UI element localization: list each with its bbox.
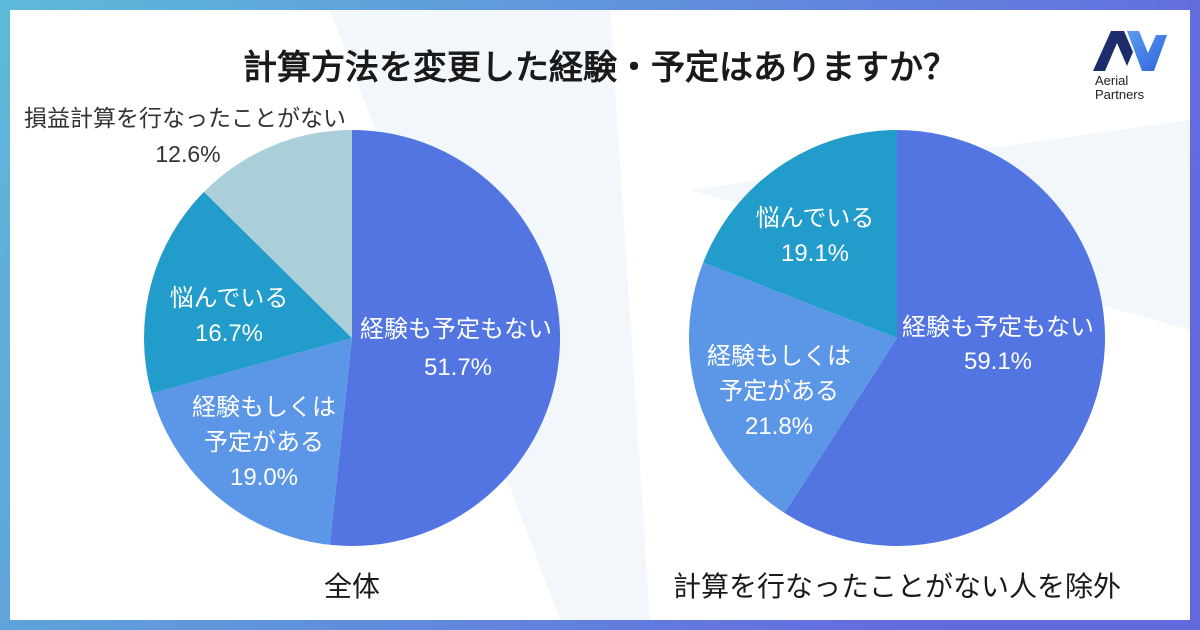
pie-excluded-labels: 経験も予定もない 59.1% 経験もしくは 予定がある 21.8% 悩んでいる … (707, 205, 1094, 440)
logo-text-line1: Aerial (1095, 73, 1128, 88)
pie-overall-slices (144, 130, 561, 546)
excluded-value-experience: 21.8% (745, 413, 813, 440)
overall-label-experience-line1: 経験もしくは (192, 394, 336, 421)
pie-overall-caption: 全体 (324, 571, 380, 602)
excluded-label-experience-line1: 経験もしくは (707, 343, 851, 370)
logo-text-line2: Partners (1095, 87, 1145, 102)
overall-label-never-calculated: 損益計算を行なったことがない (24, 105, 346, 131)
overall-label-undecided: 悩んでいる (170, 285, 289, 312)
pie-slice-overall-never-calculated (204, 130, 352, 338)
logo-mark-a-icon (1093, 31, 1133, 71)
pie-overall-labels: 経験も予定もない 51.7% 経験もしくは 予定がある 19.0% 悩んでいる … (24, 105, 552, 491)
excluded-label-no-experience: 経験も予定もない (902, 314, 1094, 341)
pie-slice-excluded-experience-or-plan (689, 262, 897, 513)
chart-title: 計算方法を変更した経験・予定はありますか？ (243, 48, 957, 87)
overall-value-never-calculated: 12.6% (155, 141, 220, 167)
logo-mark-v-icon (1127, 31, 1167, 71)
excluded-label-undecided: 悩んでいる (756, 205, 875, 232)
overall-value-no-experience: 51.7% (424, 354, 492, 381)
overall-value-undecided: 16.7% (195, 320, 263, 347)
overall-label-no-experience: 経験も予定もない (360, 316, 552, 343)
pie-slice-excluded-no-experience (784, 130, 1105, 546)
pie-excluded-caption: 計算を行なったことがない人を除外 (673, 571, 1121, 602)
excluded-value-undecided: 19.1% (781, 240, 849, 267)
pie-chart-excluded: 経験も予定もない 59.1% 経験もしくは 予定がある 21.8% 悩んでいる … (673, 130, 1121, 602)
pie-slice-excluded-undecided (703, 130, 897, 338)
overall-label-experience-line2: 予定がある (204, 429, 324, 456)
excluded-label-experience-line2: 予定がある (719, 378, 839, 405)
pie-excluded-slices (689, 130, 1105, 546)
excluded-value-no-experience: 59.1% (964, 348, 1032, 375)
pie-slice-overall-no-experience (329, 130, 561, 546)
aerial-partners-logo: Aerial Partners (1093, 31, 1167, 102)
overall-value-experience: 19.0% (230, 464, 298, 491)
pie-chart-overall: 経験も予定もない 51.7% 経験もしくは 予定がある 19.0% 悩んでいる … (24, 105, 561, 602)
pie-slice-overall-experience-or-plan (151, 338, 352, 545)
pie-slice-overall-undecided (144, 191, 352, 394)
